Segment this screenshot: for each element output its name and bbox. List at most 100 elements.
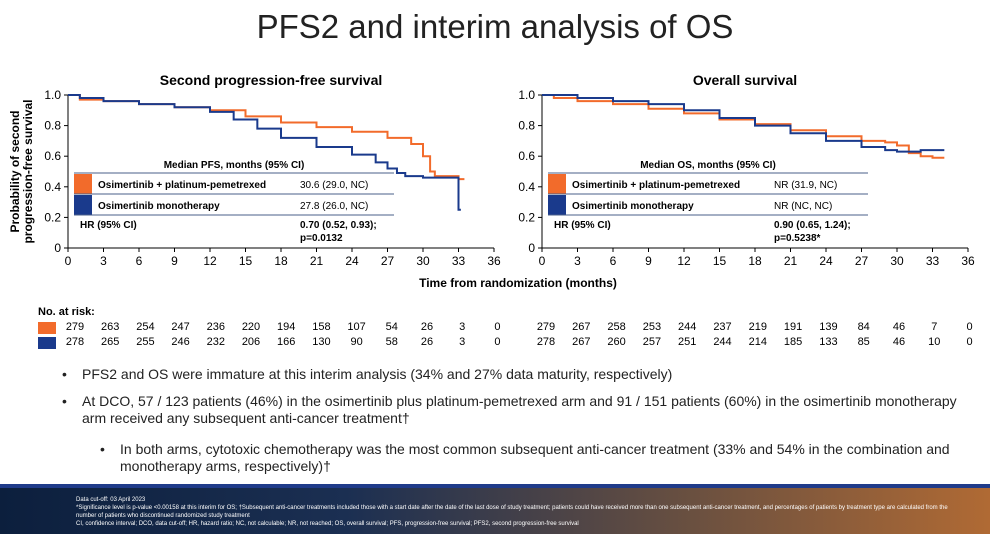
- y-tick-label: 1.0: [44, 88, 61, 102]
- x-tick-label: 15: [713, 254, 727, 268]
- legend-swatch: [74, 195, 92, 215]
- hr-label: HR (95% CI): [554, 220, 611, 231]
- footnote: *Significance level is p-value <0.00158 …: [76, 505, 948, 519]
- at-risk-count: 278: [65, 336, 85, 348]
- at-risk-count: 26: [420, 321, 434, 333]
- at-risk-count: 0: [494, 336, 501, 348]
- hr-value: 0.70 (0.52, 0.93);: [300, 220, 377, 231]
- legend-label: Osimertinib + platinum-pemetrexed: [98, 180, 266, 191]
- bullet-item: At DCO, 57 / 123 patients (46%) in the o…: [62, 393, 962, 427]
- x-tick-label: 27: [381, 254, 395, 268]
- at-risk-count: 7: [931, 321, 938, 333]
- at-risk-count: 263: [101, 321, 120, 333]
- at-risk-count: 107: [347, 321, 366, 333]
- at-risk-count: 191: [783, 321, 803, 333]
- x-tick-label: 33: [452, 254, 466, 268]
- legend-value: 30.6 (29.0, NC): [300, 180, 368, 191]
- x-tick-label: 36: [487, 254, 501, 268]
- legend-row-bg: [92, 195, 394, 215]
- combo-swatch: [38, 322, 56, 334]
- at-risk-count: 214: [748, 336, 767, 348]
- y-tick-label: 0.6: [44, 149, 61, 163]
- at-risk-count: 185: [783, 336, 803, 348]
- y-tick-label: 0.4: [44, 180, 61, 194]
- footnotes: Data cut-off: 03 April 2023 *Significanc…: [76, 496, 956, 528]
- y-tick-label: 0.2: [44, 210, 61, 224]
- x-tick-label: 21: [310, 254, 324, 268]
- x-tick-label: 33: [926, 254, 940, 268]
- legend-row-bg: [566, 174, 868, 194]
- at-risk-count: 0: [966, 336, 973, 348]
- at-risk-count: 244: [713, 336, 732, 348]
- at-risk-count: 166: [277, 336, 296, 348]
- x-tick-label: 6: [136, 254, 143, 268]
- legend-value: NR (NC, NC): [774, 201, 832, 212]
- at-risk-count: 130: [312, 336, 331, 348]
- y-tick-label: 0: [54, 241, 61, 255]
- x-tick-label: 15: [239, 254, 253, 268]
- chart-title: Overall survival: [693, 72, 797, 88]
- legend-value: 27.8 (26.0, NC): [300, 201, 368, 212]
- at-risk-count: 3: [459, 336, 466, 348]
- mono-series-line: [68, 94, 461, 211]
- x-tick-label: 24: [345, 254, 359, 268]
- x-tick-label: 27: [855, 254, 869, 268]
- x-tick-label: 3: [100, 254, 107, 268]
- x-tick-label: 12: [203, 254, 217, 268]
- at-risk-count: 84: [857, 321, 870, 333]
- y-tick-label: 0.4: [518, 180, 535, 194]
- at-risk-count: 237: [713, 321, 732, 333]
- at-risk-count: 257: [642, 336, 662, 348]
- combo-series-line: [542, 94, 945, 159]
- hr-p-value: p=0.5238*: [774, 233, 821, 244]
- at-risk-count: 90: [350, 336, 363, 348]
- y-axis-label: Probability of secondprogression-free su…: [8, 99, 35, 243]
- at-risk-count: 267: [572, 321, 591, 333]
- x-tick-label: 6: [610, 254, 617, 268]
- hr-bg: [548, 216, 868, 244]
- x-tick-label: 3: [574, 254, 581, 268]
- at-risk-count: 278: [536, 336, 556, 348]
- hr-bg: [74, 216, 394, 244]
- at-risk-count: 244: [678, 321, 697, 333]
- bullet-list: PFS2 and OS were immature at this interi…: [62, 366, 962, 485]
- x-tick-label: 12: [677, 254, 691, 268]
- at-risk-count: 251: [678, 336, 697, 348]
- page-title: PFS2 and interim analysis of OS: [256, 8, 734, 45]
- hr-value: 0.90 (0.65, 1.24);: [774, 220, 851, 231]
- y-tick-label: 1.0: [518, 88, 535, 102]
- at-risk-count: 267: [572, 336, 591, 348]
- legend-label: Osimertinib monotherapy: [98, 201, 220, 212]
- at-risk-count: 158: [312, 321, 331, 333]
- footnote: CI, confidence interval; DCO, data cut-o…: [76, 521, 579, 527]
- at-risk-count: 10: [928, 336, 941, 348]
- at-risk-count: 3: [459, 321, 466, 333]
- y-tick-label: 0.2: [518, 210, 535, 224]
- at-risk-count: 265: [101, 336, 120, 348]
- legend-label: Osimertinib + platinum-pemetrexed: [572, 180, 740, 191]
- x-tick-label: 0: [65, 254, 72, 268]
- x-tick-label: 24: [819, 254, 833, 268]
- at-risk-count: 260: [607, 336, 626, 348]
- legend-row-bg: [92, 174, 394, 194]
- x-tick-label: 18: [274, 254, 288, 268]
- at-risk-count: 133: [819, 336, 838, 348]
- at-risk-count: 236: [206, 321, 225, 333]
- mono-series-line: [542, 94, 945, 153]
- at-risk-count: 220: [241, 321, 261, 333]
- at-risk-count: 279: [65, 321, 85, 333]
- at-risk-count: 58: [385, 336, 398, 348]
- bullet-item: PFS2 and OS were immature at this interi…: [62, 366, 962, 383]
- at-risk-count: 85: [857, 336, 870, 348]
- at-risk-count: 0: [494, 321, 501, 333]
- x-tick-label: 0: [539, 254, 546, 268]
- footer-band: [0, 486, 990, 534]
- y-tick-label: 0.6: [518, 149, 535, 163]
- at-risk-count: 54: [385, 321, 398, 333]
- at-risk-count: 255: [136, 336, 155, 348]
- x-tick-label: 21: [784, 254, 798, 268]
- x-tick-label: 30: [416, 254, 430, 268]
- at-risk-count: 246: [171, 336, 190, 348]
- sub-bullet-item: In both arms, cytotoxic chemotherapy was…: [100, 441, 962, 475]
